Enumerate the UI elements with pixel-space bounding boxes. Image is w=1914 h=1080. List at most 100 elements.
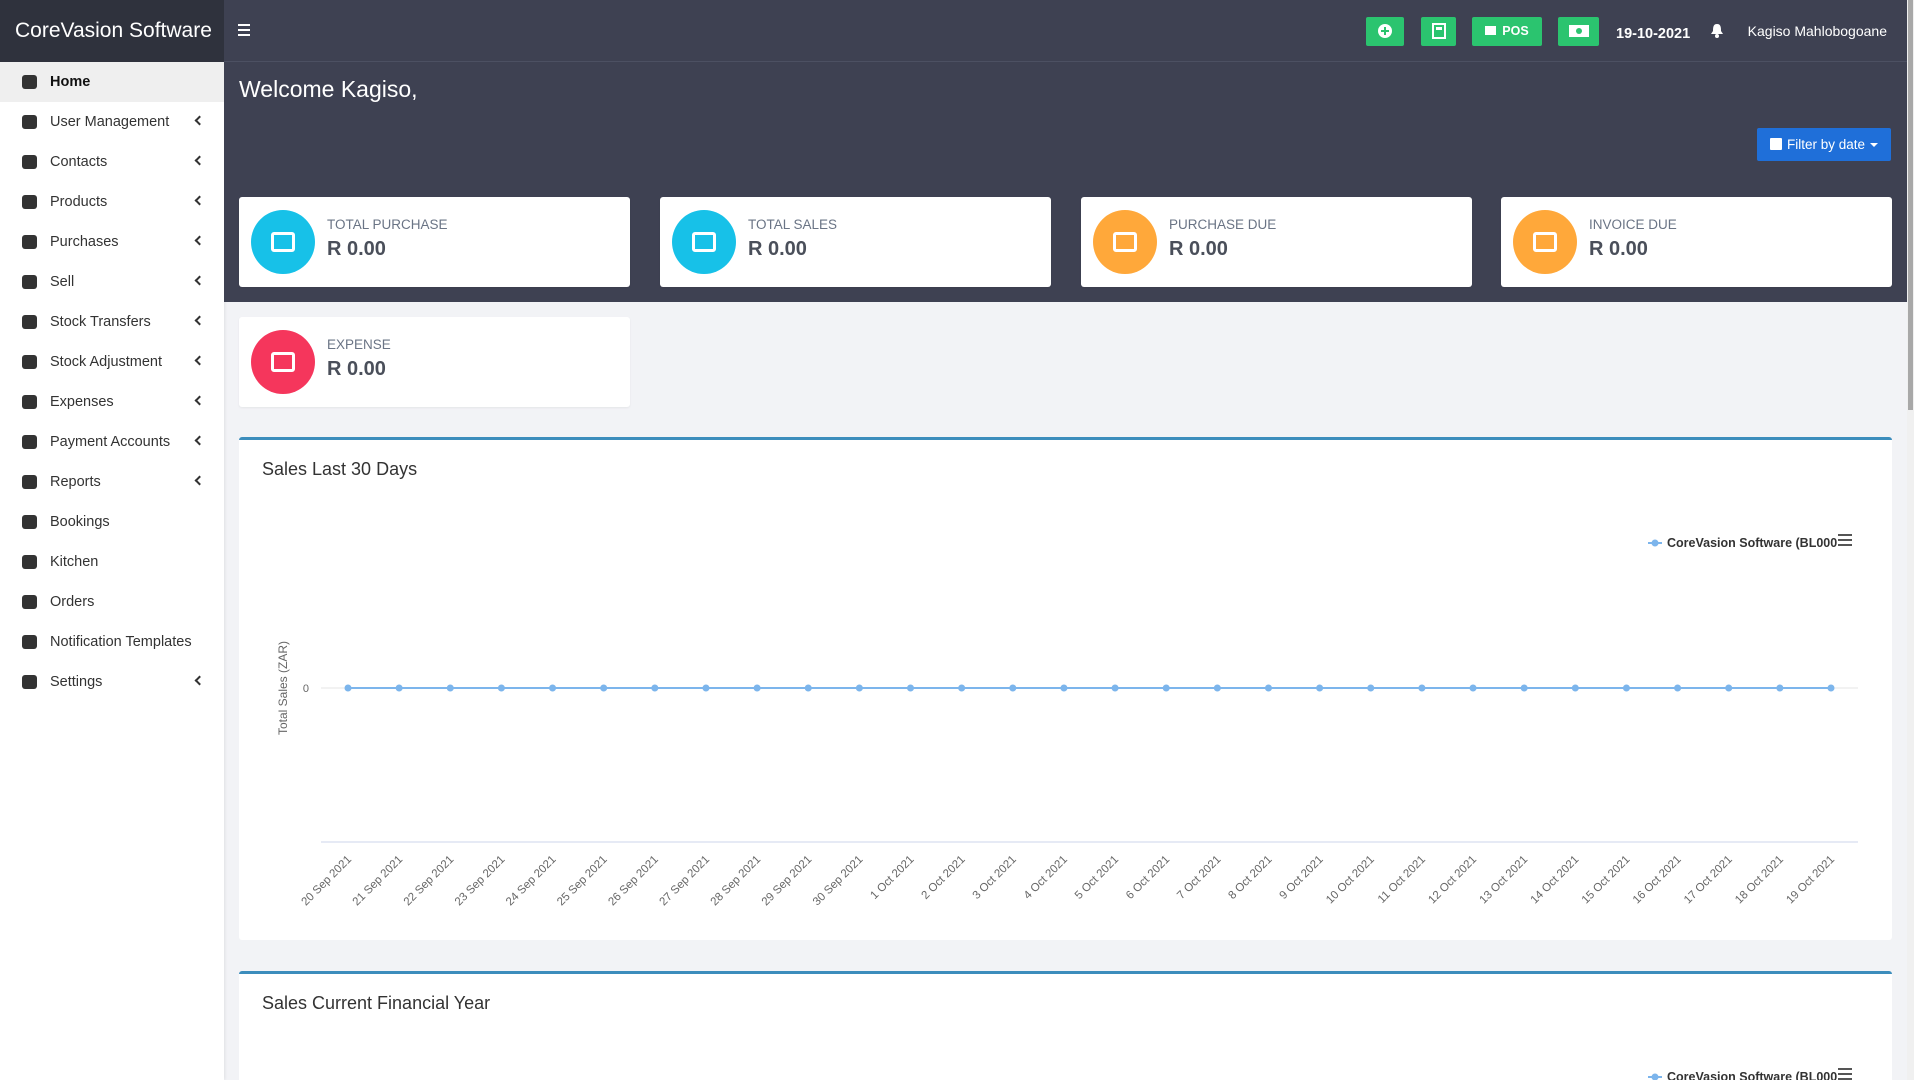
menu-toggle[interactable] — [238, 24, 252, 36]
menu-item[interactable]: Kitchen — [0, 542, 224, 582]
menu-item[interactable]: Notification Templates — [0, 622, 224, 662]
x-tick-label: 19 Oct 2021 — [1784, 854, 1837, 907]
add-button[interactable] — [1366, 17, 1404, 46]
stat-value: R 0.00 — [748, 238, 807, 260]
pos-button[interactable]: POS — [1472, 17, 1542, 46]
stat-card: TOTAL PURCHASE R 0.00 — [239, 197, 630, 287]
x-tick-label: 4 Oct 2021 — [1022, 854, 1070, 902]
x-tick-label: 30 Sep 2021 — [811, 854, 866, 909]
menu-item[interactable]: Payment Accounts — [0, 422, 224, 462]
chart-menu[interactable] — [1838, 534, 1852, 546]
stat-value: R 0.00 — [1169, 238, 1228, 260]
menu-item[interactable]: Products — [0, 182, 224, 222]
data-point — [1111, 684, 1119, 692]
data-point — [1264, 684, 1272, 692]
x-tick-label: 23 Sep 2021 — [453, 854, 508, 909]
x-tick-label: 15 Oct 2021 — [1580, 854, 1633, 907]
data-point — [1009, 684, 1017, 692]
icon — [692, 232, 716, 252]
menu-icon — [22, 75, 37, 89]
chevron — [194, 195, 205, 206]
menu-item[interactable]: Reports — [0, 462, 224, 502]
menu-item[interactable]: Purchases — [0, 222, 224, 262]
data-point — [702, 684, 710, 692]
data-point — [1418, 684, 1426, 692]
menu-item[interactable]: Sell — [0, 262, 224, 302]
chart: Sales Last 30 Days CoreVasion Software (B… — [262, 459, 1858, 909]
data-point — [753, 684, 761, 692]
filter-button[interactable]: Filter by date — [1757, 128, 1891, 161]
x-tick-label: 11 Oct 2021 — [1376, 854, 1428, 906]
menu-icon — [22, 515, 37, 529]
stat-card: PURCHASE DUE R 0.00 — [1081, 197, 1472, 287]
menu-item[interactable]: Bookings — [0, 502, 224, 542]
menu-icon — [22, 235, 37, 249]
notifications[interactable] — [1710, 23, 1724, 38]
x-tick-label: 1 Oct 2021 — [868, 854, 916, 902]
stat-icon — [1093, 210, 1157, 274]
stat-card: INVOICE DUE R 0.00 — [1501, 197, 1892, 287]
data-point — [1520, 684, 1528, 692]
x-tick-label: 8 Oct 2021 — [1226, 854, 1274, 902]
x-tick-label: 18 Oct 2021 — [1733, 854, 1786, 907]
data-point — [600, 684, 608, 692]
menu-label: Notification Templates — [50, 634, 192, 650]
data-point — [1725, 684, 1733, 692]
icon — [1533, 232, 1557, 252]
scrollbar-thumb[interactable] — [1908, 0, 1913, 410]
chevron — [194, 115, 205, 126]
cash-button[interactable] — [1558, 17, 1599, 46]
x-tick-label: 24 Sep 2021 — [504, 854, 559, 909]
menu-label: Purchases — [50, 234, 119, 250]
chart-menu[interactable] — [1838, 1068, 1852, 1080]
data-point — [1469, 684, 1477, 692]
x-tick-label: 12 Oct 2021 — [1426, 854, 1479, 907]
menu-item[interactable]: Stock Adjustment — [0, 342, 224, 382]
menu-label: Settings — [50, 674, 103, 690]
calculator-button[interactable] — [1421, 17, 1456, 46]
menu-item[interactable]: Expenses — [0, 382, 224, 422]
chart-title: Sales Current Financial Year — [262, 993, 490, 1013]
user-menu[interactable]: Kagiso Mahlobogoane — [1747, 23, 1887, 39]
menu-item[interactable]: Stock Transfers — [0, 302, 224, 342]
x-tick-label: 10 Oct 2021 — [1324, 854, 1377, 907]
stat-icon — [1513, 210, 1577, 274]
x-tick-label: 13 Oct 2021 — [1478, 854, 1531, 907]
menu-item[interactable]: User Management — [0, 102, 224, 142]
data-point — [1213, 684, 1221, 692]
chevron — [194, 395, 205, 406]
menu-item[interactable]: Settings — [0, 662, 224, 702]
stat-label: PURCHASE DUE — [1169, 217, 1277, 232]
menu-icon — [22, 475, 37, 489]
chevron — [194, 275, 205, 286]
menu-label: Home — [50, 74, 91, 90]
menu-icon — [22, 275, 37, 289]
menu-item[interactable]: Orders — [0, 582, 224, 622]
menu-item[interactable]: Contacts — [0, 142, 224, 182]
data-point — [907, 684, 915, 692]
x-tick-label: 20 Sep 2021 — [300, 854, 355, 909]
menu-label: Stock Transfers — [50, 314, 151, 330]
menu-icon — [22, 595, 37, 609]
chart-box: Sales Current Financial Year CoreVasion S… — [239, 971, 1892, 1080]
icon — [271, 352, 295, 372]
menu-label: Kitchen — [50, 554, 99, 570]
data-point — [1827, 684, 1835, 692]
chart: Sales Current Financial Year CoreVasion S… — [262, 993, 1852, 1080]
x-tick-label: 22 Sep 2021 — [402, 854, 457, 909]
chevron — [194, 355, 205, 366]
stat-label: INVOICE DUE — [1589, 217, 1677, 232]
menu-item[interactable]: Home — [0, 62, 224, 102]
menu-icon — [22, 355, 37, 369]
legend-marker — [1651, 539, 1659, 547]
stat-label: EXPENSE — [327, 337, 391, 352]
scrollbar[interactable] — [1907, 0, 1914, 1080]
chevron — [194, 475, 205, 486]
chevron — [194, 315, 205, 326]
filter-label: Filter by date — [1787, 137, 1866, 152]
menu-icon — [22, 155, 37, 169]
x-tick-label: 28 Sep 2021 — [709, 854, 764, 909]
brand[interactable]: CoreVasion Software — [0, 0, 224, 62]
